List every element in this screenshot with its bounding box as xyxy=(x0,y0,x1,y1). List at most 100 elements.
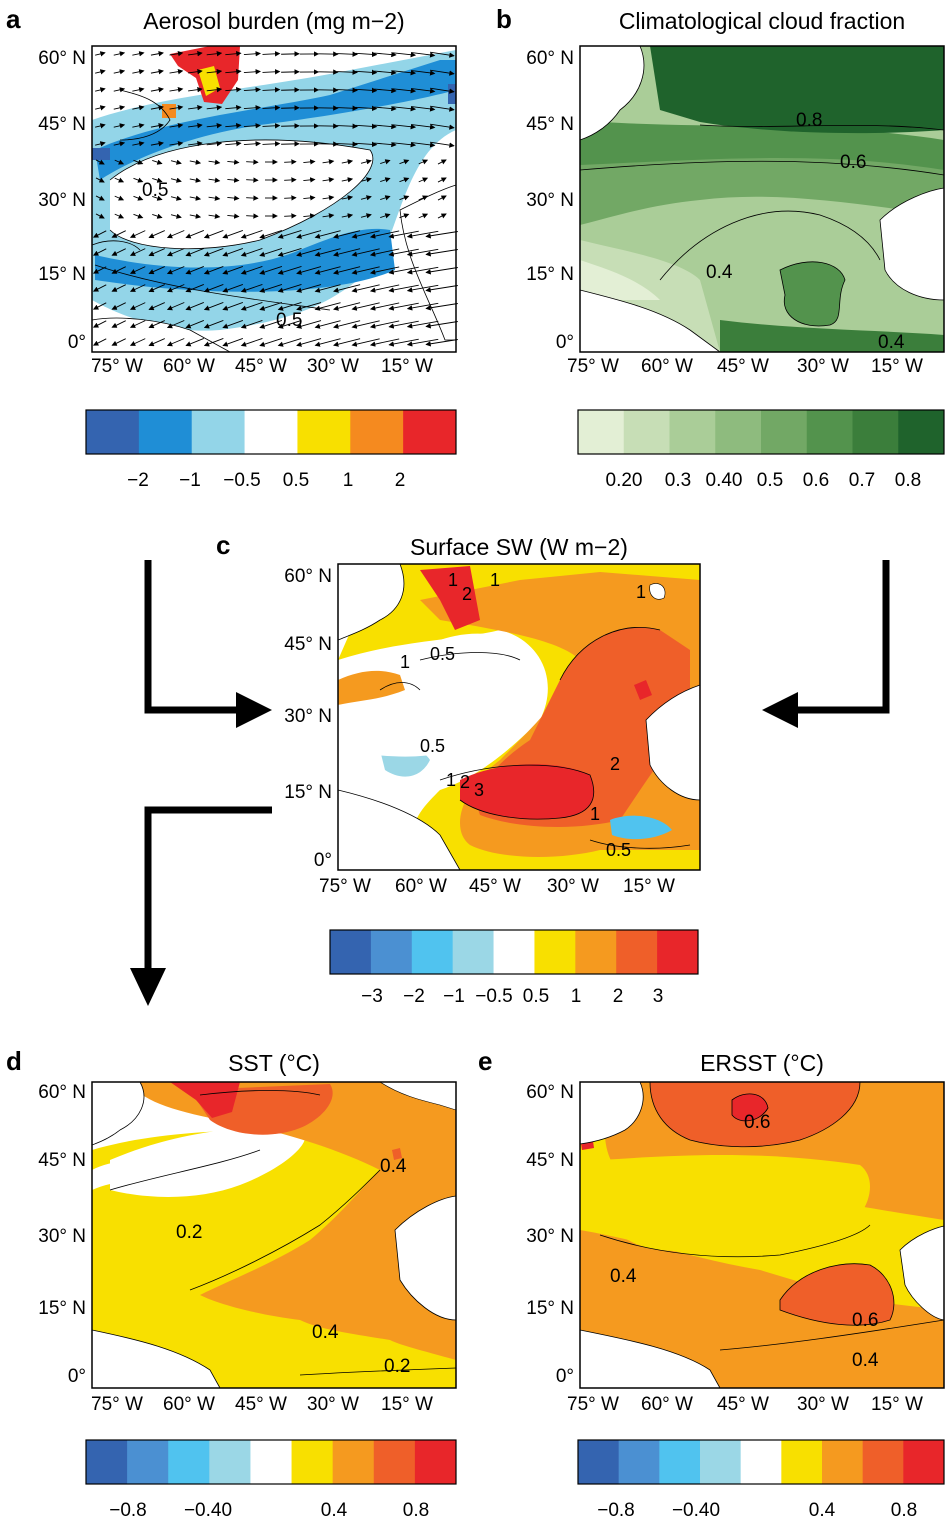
panel-a-contour-label: 0.5 xyxy=(142,180,168,201)
panel-d-colorbar-label: −0.40 xyxy=(176,1500,240,1522)
panel-a-contour-label: 0.5 xyxy=(276,310,302,331)
wind-vector xyxy=(246,198,258,199)
panel-d-ytick: 60° N xyxy=(8,1082,86,1104)
colorbar-cell xyxy=(670,410,716,454)
colorbar-cell xyxy=(578,410,624,454)
panel-d-contour-label: 0.2 xyxy=(384,1356,410,1377)
colorbar-cell xyxy=(898,410,944,454)
colorbar-cell xyxy=(86,410,139,454)
colorbar-cell xyxy=(292,1440,334,1484)
panel-c-contour-label: 3 xyxy=(474,780,484,800)
panel-b-xtick: 60° W xyxy=(632,356,702,378)
panel-c-contour-label: 1 xyxy=(448,570,458,590)
panel-d-ytick: 30° N xyxy=(8,1226,86,1248)
panel-c-ytick: 45° N xyxy=(254,634,332,656)
panel-c-contour-label: 1 xyxy=(400,652,410,672)
panel-b-map xyxy=(580,46,944,352)
panel-d-map xyxy=(92,1082,456,1388)
panel-d-contour-label: 0.2 xyxy=(176,1222,202,1243)
colorbar-cell xyxy=(415,1440,457,1484)
colorbar-cell xyxy=(139,410,192,454)
panel-e-xtick: 60° W xyxy=(632,1394,702,1416)
colorbar-cell xyxy=(127,1440,169,1484)
panel-d-contour-label: 0.4 xyxy=(380,1156,407,1177)
panel-d-colorbar-label: 0.4 xyxy=(302,1500,366,1522)
panel-b-xtick: 45° W xyxy=(708,356,778,378)
wind-vector xyxy=(284,216,296,217)
colorbar-cell xyxy=(350,410,403,454)
panel-a-ytick: 0° xyxy=(8,332,86,354)
colorbar-cell xyxy=(494,930,535,974)
wind-vector xyxy=(284,162,296,163)
colorbar-cell xyxy=(578,1440,619,1484)
panel-e-xtick: 15° W xyxy=(862,1394,932,1416)
panel-d-colorbar xyxy=(86,1440,457,1484)
panel-c-ytick: 60° N xyxy=(254,566,332,588)
panel-b-ytick: 0° xyxy=(496,332,574,354)
panel-a-ytick: 60° N xyxy=(8,48,86,70)
panel-c-contour-label: 0.5 xyxy=(420,736,445,756)
panel-e-contour-label: 0.4 xyxy=(852,1350,879,1371)
colorbar-cell xyxy=(822,1440,863,1484)
colorbar-cell xyxy=(619,1440,660,1484)
colorbar-cell xyxy=(807,410,853,454)
panel-e-contour-label: 0.6 xyxy=(744,1112,770,1133)
colorbar-cell xyxy=(245,410,298,454)
panel-d-xtick: 75° W xyxy=(82,1394,152,1416)
panel-c-ytick: 0° xyxy=(254,850,332,872)
panel-e-ytick: 0° xyxy=(496,1366,574,1388)
panel-b-xtick: 15° W xyxy=(862,356,932,378)
panel-c-contour-label: 1 xyxy=(590,804,600,824)
panel-d-colorbar-label: 0.8 xyxy=(384,1500,448,1522)
panel-c-xtick: 30° W xyxy=(538,876,608,898)
panel-e-colorbar-label: −0.8 xyxy=(584,1500,648,1522)
panel-b-contour-label: 0.6 xyxy=(840,152,866,173)
colorbar-cell xyxy=(403,410,456,454)
panel-d-xtick: 30° W xyxy=(298,1394,368,1416)
colorbar-cell xyxy=(453,930,494,974)
panel-c-contour-label: 0.5 xyxy=(606,840,631,860)
panel-c-map xyxy=(338,564,700,870)
colorbar-cell xyxy=(903,1440,944,1484)
wind-vector xyxy=(246,216,258,217)
panel-b-contour-label: 0.4 xyxy=(878,332,905,353)
flow-arrow-c-to-d xyxy=(130,810,272,1006)
colorbar-cell xyxy=(86,1440,128,1484)
panel-e-ytick: 15° N xyxy=(496,1298,574,1320)
panel-d-ytick: 15° N xyxy=(8,1298,86,1320)
colorbar-cell xyxy=(657,930,698,974)
panel-e-ytick: 45° N xyxy=(496,1150,574,1172)
panel-e-colorbar xyxy=(578,1440,945,1484)
panel-c-contour-label: 2 xyxy=(610,754,620,774)
panel-a-xtick: 60° W xyxy=(154,356,224,378)
panel-c-xtick: 45° W xyxy=(460,876,530,898)
panel-b-xtick: 30° W xyxy=(788,356,858,378)
panel-b-xtick: 75° W xyxy=(558,356,628,378)
panel-d-xtick: 60° W xyxy=(154,1394,224,1416)
panel-c-xtick: 75° W xyxy=(310,876,380,898)
colorbar-cell xyxy=(700,1440,741,1484)
panel-b-colorbar-label: 0.8 xyxy=(876,470,940,492)
panel-c-contour-label: 1 xyxy=(490,570,500,590)
panel-c-colorbar-label: 3 xyxy=(626,986,690,1008)
wind-vector xyxy=(284,180,296,181)
panel-c-ytick: 30° N xyxy=(254,706,332,728)
colorbar-cell xyxy=(715,410,761,454)
panel-b-contour-label: 0.8 xyxy=(796,110,822,131)
panel-e-contour-label: 0.6 xyxy=(852,1310,878,1331)
colorbar-cell xyxy=(412,930,453,974)
panel-e-ytick: 30° N xyxy=(496,1226,574,1248)
colorbar-cell xyxy=(781,1440,822,1484)
colorbar-cell xyxy=(659,1440,700,1484)
colorbar-cell xyxy=(863,1440,904,1484)
panel-a-xtick: 30° W xyxy=(298,356,368,378)
colorbar-cell xyxy=(853,410,899,454)
colorbar-cell xyxy=(534,930,575,974)
colorbar-cell xyxy=(330,930,371,974)
panel-b-contour-label: 0.4 xyxy=(706,262,733,283)
colorbar-cell xyxy=(192,410,245,454)
panel-c-xtick: 60° W xyxy=(386,876,456,898)
colorbar-cell xyxy=(741,1440,782,1484)
panel-e-colorbar-label: 0.8 xyxy=(872,1500,936,1522)
panel-d-ytick: 0° xyxy=(8,1366,86,1388)
